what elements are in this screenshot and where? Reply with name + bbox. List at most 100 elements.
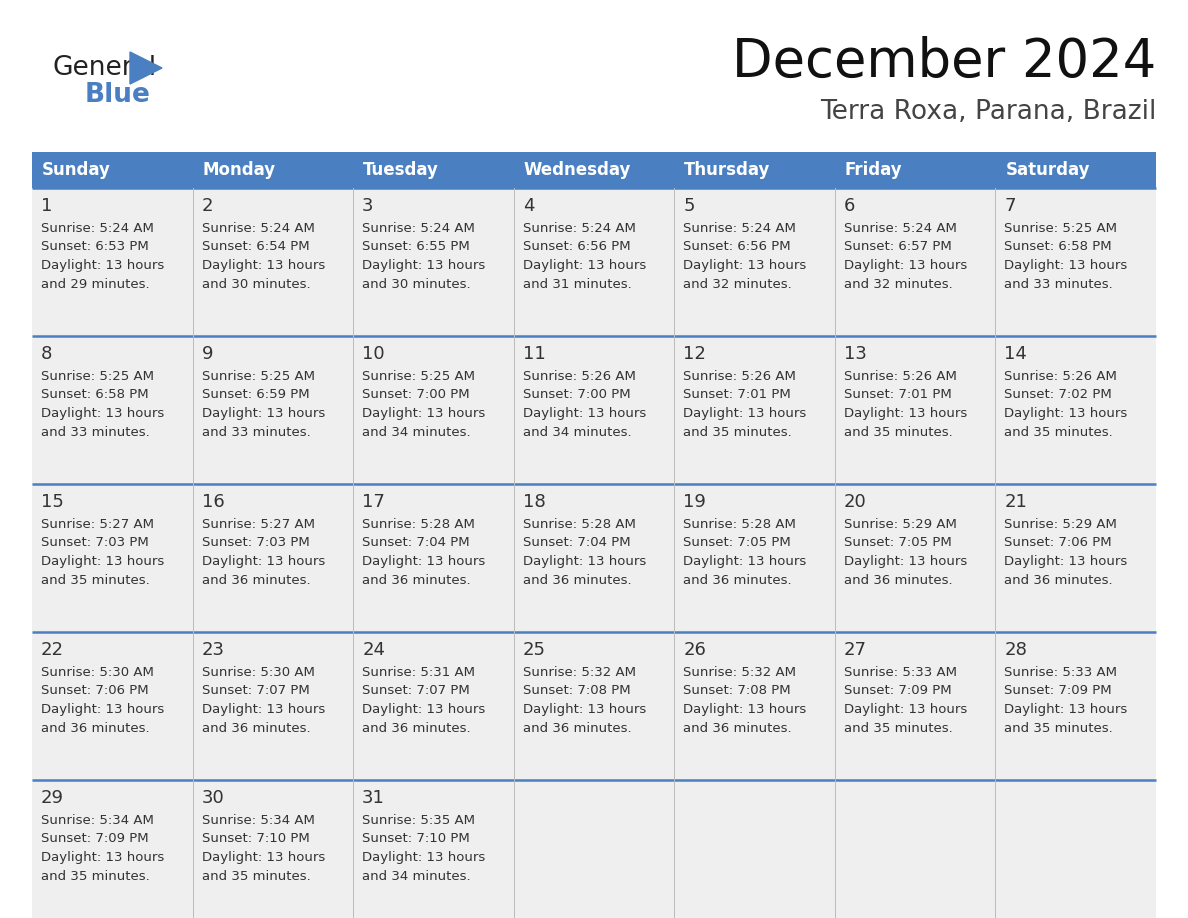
Text: 12: 12 (683, 345, 706, 363)
Text: and 32 minutes.: and 32 minutes. (843, 278, 953, 292)
Text: Sunrise: 5:32 AM: Sunrise: 5:32 AM (683, 666, 796, 678)
Text: Sunset: 7:05 PM: Sunset: 7:05 PM (843, 536, 952, 550)
Text: Sunset: 7:10 PM: Sunset: 7:10 PM (362, 833, 470, 845)
Text: Sunrise: 5:25 AM: Sunrise: 5:25 AM (42, 370, 154, 383)
Text: and 36 minutes.: and 36 minutes. (523, 722, 631, 735)
Text: Sunset: 7:03 PM: Sunset: 7:03 PM (42, 536, 148, 550)
Text: 20: 20 (843, 493, 866, 511)
Text: Sunrise: 5:24 AM: Sunrise: 5:24 AM (362, 221, 475, 234)
Text: 14: 14 (1004, 345, 1028, 363)
Bar (32, 484, 1156, 632)
Text: and 36 minutes.: and 36 minutes. (843, 575, 953, 588)
Text: and 36 minutes.: and 36 minutes. (362, 722, 470, 735)
Text: and 35 minutes.: and 35 minutes. (202, 870, 310, 883)
Text: Daylight: 13 hours: Daylight: 13 hours (1004, 260, 1127, 273)
Text: 1: 1 (42, 197, 52, 215)
Text: and 35 minutes.: and 35 minutes. (683, 427, 792, 440)
Text: and 35 minutes.: and 35 minutes. (42, 575, 150, 588)
Text: Sunday: Sunday (42, 161, 110, 179)
Text: and 36 minutes.: and 36 minutes. (683, 575, 792, 588)
Text: Sunrise: 5:26 AM: Sunrise: 5:26 AM (843, 370, 956, 383)
Text: 26: 26 (683, 641, 706, 659)
Text: Sunset: 7:04 PM: Sunset: 7:04 PM (523, 536, 631, 550)
Text: 29: 29 (42, 789, 64, 807)
Text: Sunset: 7:03 PM: Sunset: 7:03 PM (202, 536, 309, 550)
Text: Daylight: 13 hours: Daylight: 13 hours (42, 555, 164, 568)
Text: 31: 31 (362, 789, 385, 807)
Text: Sunrise: 5:34 AM: Sunrise: 5:34 AM (202, 813, 315, 826)
Text: Daylight: 13 hours: Daylight: 13 hours (523, 408, 646, 420)
Text: Sunset: 7:09 PM: Sunset: 7:09 PM (42, 833, 148, 845)
Text: Sunset: 7:00 PM: Sunset: 7:00 PM (362, 388, 469, 401)
Text: and 36 minutes.: and 36 minutes. (1004, 575, 1113, 588)
Text: Daylight: 13 hours: Daylight: 13 hours (843, 408, 967, 420)
Text: Daylight: 13 hours: Daylight: 13 hours (683, 408, 807, 420)
Text: and 35 minutes.: and 35 minutes. (843, 722, 953, 735)
Text: Sunset: 6:58 PM: Sunset: 6:58 PM (42, 388, 148, 401)
Text: and 35 minutes.: and 35 minutes. (1004, 722, 1113, 735)
Text: 24: 24 (362, 641, 385, 659)
Text: and 35 minutes.: and 35 minutes. (42, 870, 150, 883)
Text: and 35 minutes.: and 35 minutes. (843, 427, 953, 440)
Text: Sunrise: 5:33 AM: Sunrise: 5:33 AM (843, 666, 956, 678)
Text: 19: 19 (683, 493, 706, 511)
Text: and 36 minutes.: and 36 minutes. (362, 575, 470, 588)
Text: Daylight: 13 hours: Daylight: 13 hours (843, 260, 967, 273)
Text: 17: 17 (362, 493, 385, 511)
Text: Sunrise: 5:26 AM: Sunrise: 5:26 AM (523, 370, 636, 383)
Text: Sunrise: 5:34 AM: Sunrise: 5:34 AM (42, 813, 154, 826)
Text: Daylight: 13 hours: Daylight: 13 hours (202, 408, 324, 420)
Text: Sunrise: 5:31 AM: Sunrise: 5:31 AM (362, 666, 475, 678)
Text: and 31 minutes.: and 31 minutes. (523, 278, 632, 292)
Text: Sunset: 6:55 PM: Sunset: 6:55 PM (362, 241, 470, 253)
Text: and 36 minutes.: and 36 minutes. (523, 575, 631, 588)
Bar (32, 632, 1156, 780)
Text: Sunset: 7:01 PM: Sunset: 7:01 PM (683, 388, 791, 401)
Text: 7: 7 (1004, 197, 1016, 215)
Bar (32, 188, 1156, 336)
Text: Daylight: 13 hours: Daylight: 13 hours (362, 555, 486, 568)
Text: Sunset: 7:01 PM: Sunset: 7:01 PM (843, 388, 952, 401)
Text: Sunrise: 5:26 AM: Sunrise: 5:26 AM (1004, 370, 1117, 383)
Text: and 33 minutes.: and 33 minutes. (42, 427, 150, 440)
Bar (675, 152, 835, 188)
Text: and 36 minutes.: and 36 minutes. (42, 722, 150, 735)
Text: 18: 18 (523, 493, 545, 511)
Text: Sunrise: 5:30 AM: Sunrise: 5:30 AM (202, 666, 315, 678)
Text: Sunset: 7:10 PM: Sunset: 7:10 PM (202, 833, 309, 845)
Text: and 36 minutes.: and 36 minutes. (202, 722, 310, 735)
Text: Sunrise: 5:35 AM: Sunrise: 5:35 AM (362, 813, 475, 826)
Text: and 30 minutes.: and 30 minutes. (202, 278, 310, 292)
Text: Sunset: 7:08 PM: Sunset: 7:08 PM (523, 685, 631, 698)
Text: 22: 22 (42, 641, 64, 659)
Text: and 30 minutes.: and 30 minutes. (362, 278, 470, 292)
Text: and 34 minutes.: and 34 minutes. (362, 427, 470, 440)
Text: Sunrise: 5:25 AM: Sunrise: 5:25 AM (362, 370, 475, 383)
Text: Sunset: 7:00 PM: Sunset: 7:00 PM (523, 388, 631, 401)
Text: 30: 30 (202, 789, 225, 807)
Text: Daylight: 13 hours: Daylight: 13 hours (1004, 555, 1127, 568)
Text: Thursday: Thursday (684, 161, 771, 179)
Text: Sunset: 7:04 PM: Sunset: 7:04 PM (362, 536, 469, 550)
Text: Daylight: 13 hours: Daylight: 13 hours (202, 555, 324, 568)
Bar (32, 336, 1156, 484)
Text: and 29 minutes.: and 29 minutes. (42, 278, 150, 292)
Text: Daylight: 13 hours: Daylight: 13 hours (523, 555, 646, 568)
Bar (513, 152, 675, 188)
Text: Daylight: 13 hours: Daylight: 13 hours (42, 852, 164, 865)
Text: Daylight: 13 hours: Daylight: 13 hours (42, 408, 164, 420)
Text: Terra Roxa, Parana, Brazil: Terra Roxa, Parana, Brazil (820, 99, 1156, 125)
Text: Daylight: 13 hours: Daylight: 13 hours (523, 703, 646, 717)
Text: Sunrise: 5:28 AM: Sunrise: 5:28 AM (683, 518, 796, 531)
Text: Tuesday: Tuesday (364, 161, 440, 179)
Text: Monday: Monday (203, 161, 276, 179)
Text: Sunrise: 5:28 AM: Sunrise: 5:28 AM (523, 518, 636, 531)
Text: and 33 minutes.: and 33 minutes. (1004, 278, 1113, 292)
Text: and 32 minutes.: and 32 minutes. (683, 278, 792, 292)
Text: and 34 minutes.: and 34 minutes. (362, 870, 470, 883)
Text: Daylight: 13 hours: Daylight: 13 hours (42, 260, 164, 273)
Bar (32, 780, 1156, 918)
Text: Daylight: 13 hours: Daylight: 13 hours (1004, 703, 1127, 717)
Text: Sunset: 7:09 PM: Sunset: 7:09 PM (1004, 685, 1112, 698)
Text: 3: 3 (362, 197, 374, 215)
